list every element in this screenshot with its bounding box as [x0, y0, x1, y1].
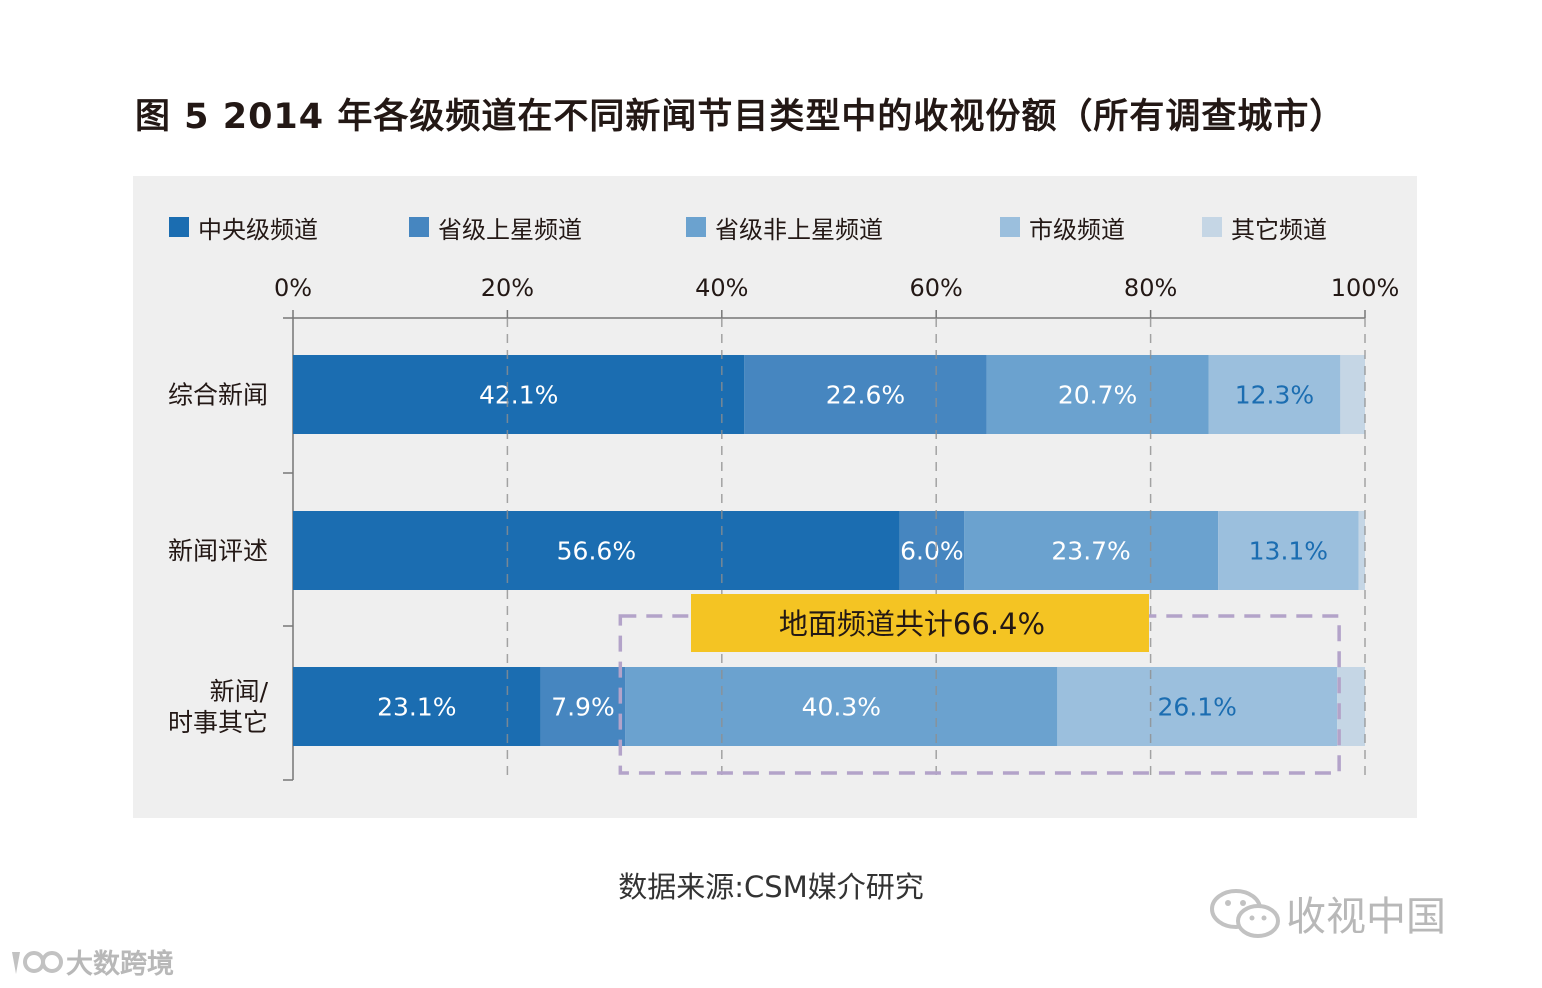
bar-segment: [1208, 355, 1341, 434]
legend-item-other: 其它频道: [1202, 210, 1327, 244]
data-label: 26.1%: [1158, 693, 1237, 722]
data-label: 42.1%: [479, 381, 558, 410]
legend-label-central: 中央级频道: [198, 215, 318, 244]
legend-swatch-city: [1000, 217, 1020, 237]
bar-segment: [899, 511, 965, 590]
data-source-note: 数据来源:CSM媒介研究: [618, 870, 924, 904]
bar-segment: [540, 667, 626, 746]
legend-item-central: 中央级频道: [169, 210, 318, 244]
legend-swatch-provincial-non-satellite: [686, 217, 706, 237]
bar-segment: [744, 355, 987, 434]
data-label: 12.3%: [1235, 381, 1314, 410]
data-label: 13.1%: [1249, 537, 1328, 566]
bar-segment: [293, 667, 541, 746]
bar-segment: [293, 355, 745, 434]
legend-label-provincial-satellite: 省级上星频道: [438, 215, 582, 244]
legend-label-city: 市级频道: [1029, 215, 1125, 244]
legend-swatch-other: [1202, 217, 1222, 237]
bar-segment: [625, 667, 1058, 746]
legend-label-provincial-non-satellite: 省级非上星频道: [715, 215, 883, 244]
data-label: 23.1%: [377, 693, 456, 722]
brand-logo-icon: [12, 950, 63, 974]
x-tick-label: 60%: [910, 274, 963, 302]
data-label: 23.7%: [1051, 537, 1130, 566]
bar-segment: [1057, 667, 1338, 746]
x-tick-label: 80%: [1124, 274, 1177, 302]
bar-segment: [986, 355, 1209, 434]
annotation-box: [618, 614, 1341, 775]
watermark-right: 收视中国: [1206, 884, 1446, 942]
watermark-left: 大数跨境: [6, 942, 174, 981]
bar-segment: [964, 511, 1219, 590]
data-label: 22.6%: [826, 381, 905, 410]
bar-segment: [1337, 667, 1365, 746]
bar-segment: [293, 511, 900, 590]
x-tick-label: 0%: [274, 274, 312, 302]
annotation-label: 地面频道共计66.4%: [779, 607, 1045, 641]
data-label: 56.6%: [557, 537, 636, 566]
legend-swatch-central: [169, 217, 189, 237]
category-label: 新闻评述: [168, 537, 268, 566]
legend-swatch-provincial-satellite: [409, 217, 429, 237]
data-label: 40.3%: [802, 693, 881, 722]
data-label: 7.9%: [551, 693, 615, 722]
data-label: 20.7%: [1058, 381, 1137, 410]
category-label: 综合新闻: [168, 381, 268, 410]
bar-segment: [1340, 355, 1365, 434]
wechat-icon: [1210, 889, 1280, 938]
x-tick-label: 40%: [695, 274, 748, 302]
legend-label-other: 其它频道: [1231, 215, 1327, 244]
category-label: 新闻/: [210, 677, 269, 706]
annotation-highlight: [691, 594, 1149, 652]
watermark-right-text: 收视中国: [1286, 894, 1446, 940]
watermark-left-text: 大数跨境: [66, 949, 174, 980]
legend-item-city: 市级频道: [1000, 210, 1125, 244]
x-tick-label: 20%: [481, 274, 534, 302]
legend-item-provincial-non-satellite: 省级非上星频道: [686, 210, 883, 244]
x-tick-label: 100%: [1331, 274, 1400, 302]
bar-segment: [1358, 511, 1365, 590]
legend-item-provincial-satellite: 省级上星频道: [409, 210, 582, 244]
bar-segment: [1218, 511, 1359, 590]
category-label: 时事其它: [168, 708, 268, 737]
chart-title: 图 5 2014 年各级频道在不同新闻节目类型中的收视份额（所有调查城市）: [135, 97, 1346, 137]
data-label: 6.0%: [900, 537, 964, 566]
